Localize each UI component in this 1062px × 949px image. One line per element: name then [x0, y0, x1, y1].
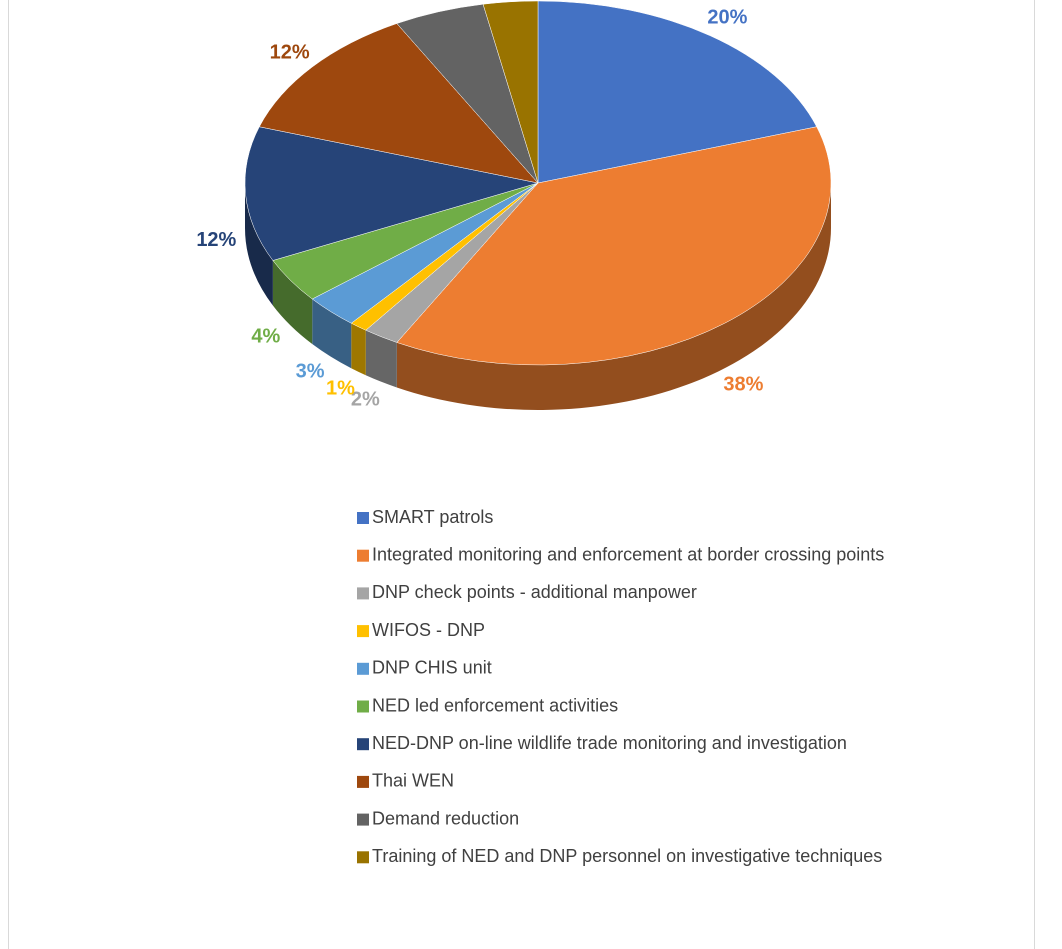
data-label: 5%	[414, 0, 443, 1]
data-label: 12%	[270, 41, 310, 63]
legend-label: Training of NED and DNP personnel on inv…	[372, 846, 882, 866]
data-label: 4%	[251, 326, 280, 348]
pie-slice-side	[351, 323, 366, 376]
legend-swatch	[357, 700, 369, 713]
legend-label: Integrated monitoring and enforcement at…	[372, 544, 884, 564]
legend-swatch	[357, 775, 369, 788]
legend-swatch	[357, 662, 369, 675]
legend-label: WIFOS - DNP	[372, 620, 485, 640]
pie-slice	[244, 126, 539, 261]
pie-slice-side	[245, 183, 273, 306]
pie-slice-side	[396, 183, 831, 411]
legend-swatch	[357, 851, 369, 864]
data-label: 2%	[351, 388, 380, 410]
pie-tops	[244, 0, 832, 366]
legend-swatch	[357, 549, 369, 562]
legend-label: DNP check points - additional manpower	[372, 582, 697, 602]
data-label: 1%	[326, 377, 355, 399]
pie-slice-side	[272, 260, 313, 345]
legend-swatch	[357, 587, 369, 600]
data-label: 3%	[296, 360, 325, 382]
pie-slice-side	[365, 330, 397, 388]
pie-slice	[258, 23, 539, 184]
data-label: 12%	[196, 229, 236, 251]
pie-slice-side	[312, 299, 352, 369]
legend-swatch	[357, 813, 369, 826]
legend-label: NED-DNP on-line wildlife trade monitorin…	[372, 733, 847, 753]
legend-swatch	[357, 625, 369, 638]
pie-sides	[245, 183, 831, 411]
data-label: 20%	[707, 6, 747, 28]
legend-label: Thai WEN	[372, 771, 454, 791]
legend-swatch	[357, 512, 369, 524]
chart-frame	[8, 0, 1035, 949]
legend-swatch	[357, 738, 369, 751]
legend-label: SMART patrols	[372, 507, 493, 527]
pie-slice	[537, 0, 818, 184]
legend-label: DNP CHIS unit	[372, 658, 492, 678]
pie-slice	[396, 126, 832, 366]
legend-label: NED led enforcement activities	[372, 695, 618, 715]
data-label: 38%	[723, 373, 763, 395]
pie-slice	[482, 0, 539, 184]
legend-label: Demand reduction	[372, 808, 519, 828]
